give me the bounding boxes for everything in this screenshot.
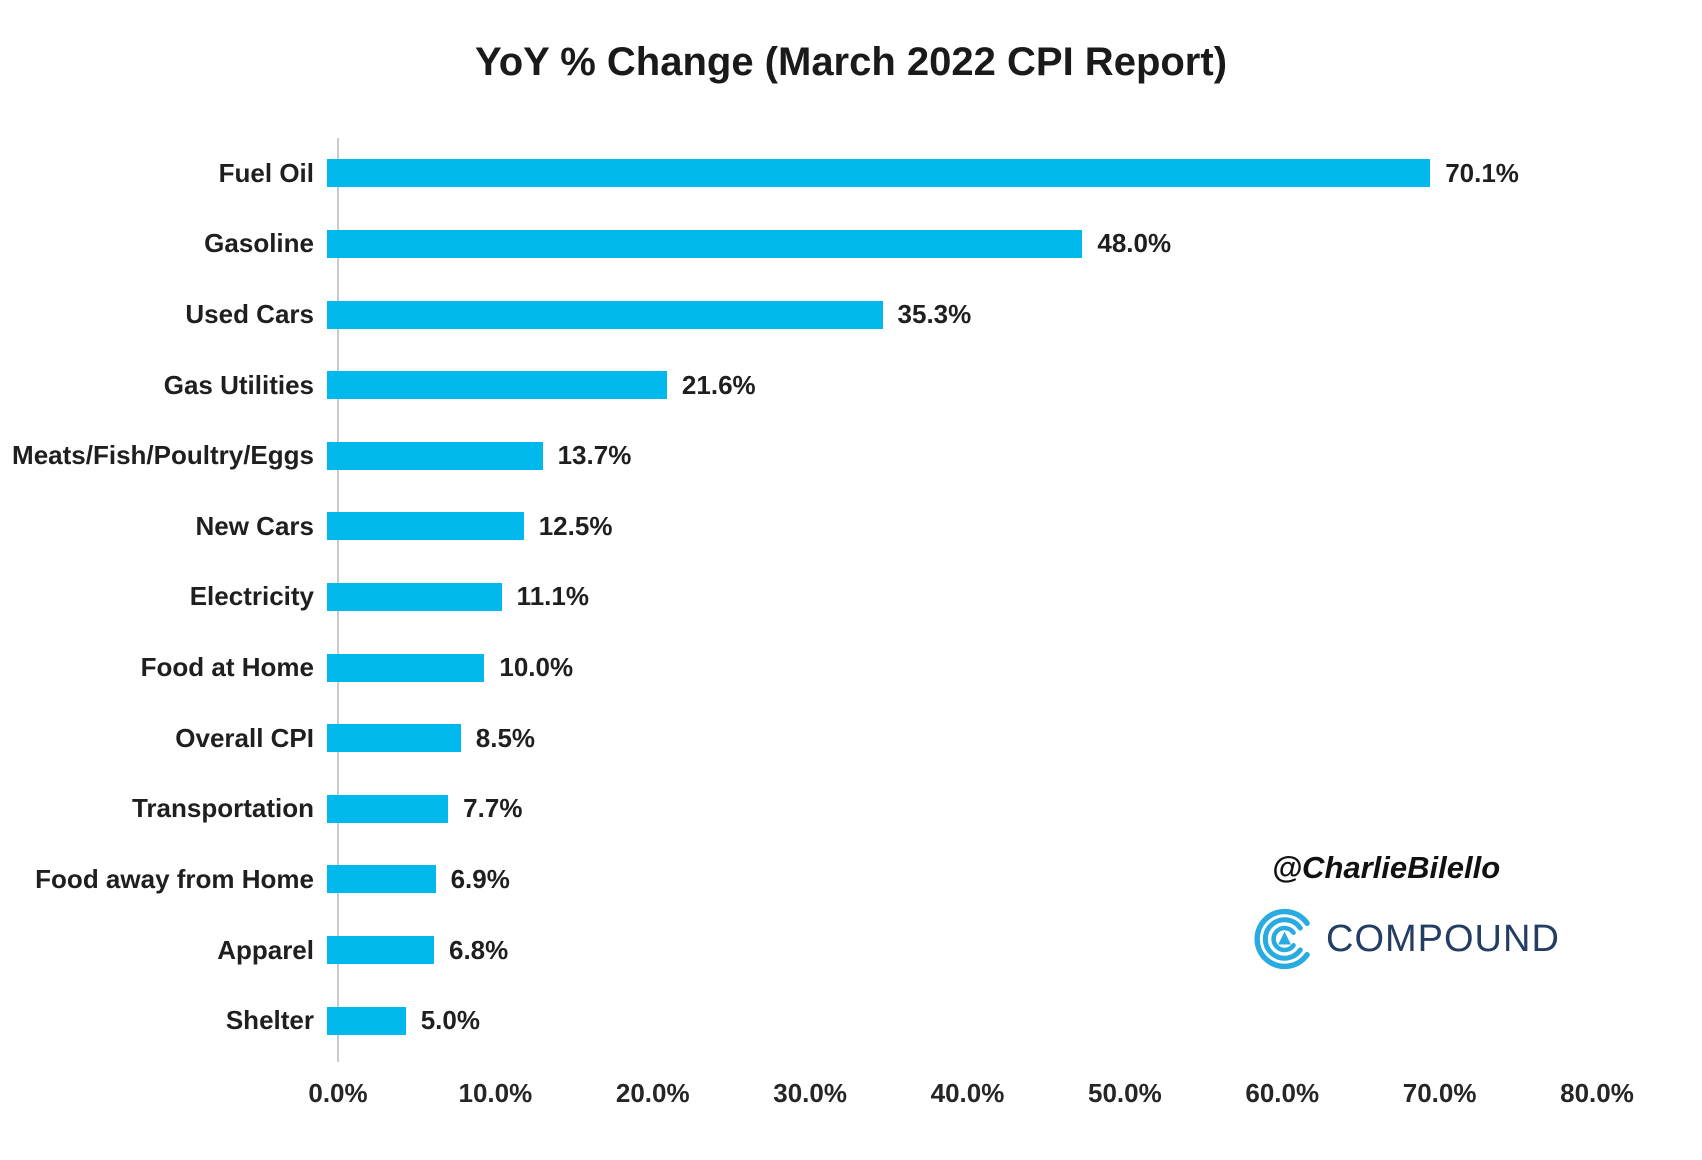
bar (327, 229, 1083, 258)
bar (327, 441, 543, 470)
value-label: 13.7% (557, 440, 632, 471)
value-label: 11.1% (516, 581, 589, 612)
value-label: 21.6% (681, 369, 756, 400)
x-tick-label: 50.0% (1088, 1078, 1162, 1108)
category-label: Gas Utilities (163, 369, 314, 400)
category-label: Transportation (131, 793, 314, 824)
bar-zone: 12.5% (326, 491, 1702, 562)
value-label: 35.3% (897, 299, 972, 330)
bar-zone: 70.1% (326, 138, 1702, 209)
x-tick-label: 60.0% (1245, 1078, 1320, 1108)
value-label: 5.0% (420, 1005, 480, 1036)
x-tick-label: 80.0% (1560, 1078, 1634, 1108)
value-label: 6.8% (449, 934, 509, 965)
x-tick-label: 40.0% (930, 1078, 1005, 1108)
value-label: 6.9% (450, 863, 510, 894)
bar-row: Apparel 6.8% (0, 915, 1702, 986)
bar-zone: 6.8% (326, 915, 1702, 986)
author-watermark: @CharlieBilello (1271, 850, 1501, 885)
bar-row: Meats/Fish/Poultry/Eggs 13.7% (0, 420, 1702, 491)
value-label: 7.7% (463, 793, 523, 824)
bar (327, 794, 449, 823)
x-tick-label: 10.0% (458, 1078, 533, 1108)
bar (327, 582, 502, 611)
bar (327, 724, 461, 753)
bar-zone: 5.0% (326, 985, 1702, 1056)
bar-zone: 11.1% (326, 562, 1702, 633)
value-label: 10.0% (499, 652, 574, 683)
bar-row: Food away from Home 6.9% (0, 844, 1702, 915)
category-label: Used Cars (185, 299, 314, 330)
bar-row: Electricity 11.1% (0, 562, 1702, 633)
bar (327, 371, 667, 400)
bar-zone: 6.9% (326, 844, 1702, 915)
bar-zone: 7.7% (326, 773, 1702, 844)
bar-row: Gas Utilities 21.6% (0, 350, 1702, 421)
category-label: Electricity (189, 581, 314, 612)
value-label: 12.5% (538, 510, 613, 541)
bar-zone: 35.3% (326, 279, 1702, 350)
category-label: Shelter (225, 1005, 314, 1036)
bar (327, 865, 436, 894)
x-tick-label: 70.0% (1402, 1078, 1477, 1108)
compound-logo-text: COMPOUND (1326, 917, 1560, 960)
bar-row: New Cars 12.5% (0, 491, 1702, 562)
bar-row: Gasoline 48.0% (0, 209, 1702, 280)
bar-row: Fuel Oil 70.1% (0, 138, 1702, 209)
bar-zone: 48.0% (326, 209, 1702, 280)
bar (327, 159, 1431, 188)
bar (327, 1006, 406, 1035)
bar-row: Overall CPI 8.5% (0, 703, 1702, 774)
category-label: Apparel (217, 934, 314, 965)
category-label: Meats/Fish/Poultry/Eggs (12, 440, 314, 471)
category-label: Fuel Oil (218, 157, 314, 188)
chart-title: YoY % Change (March 2022 CPI Report) (474, 40, 1228, 84)
bar-row: Shelter 5.0% (0, 985, 1702, 1056)
x-tick-label: 20.0% (615, 1078, 690, 1108)
value-label: 8.5% (475, 722, 536, 753)
bar (327, 653, 485, 682)
bar (327, 300, 883, 329)
bar-row: Food at Home 10.0% (0, 632, 1702, 703)
x-tick-label: 30.0% (773, 1078, 847, 1108)
x-tick-label: 0.0% (308, 1078, 368, 1108)
category-label: Food at Home (140, 652, 314, 683)
bar-row: Used Cars 35.3% (0, 279, 1702, 350)
compound-arcs-icon (1248, 900, 1312, 978)
bar-zone: 21.6% (326, 350, 1702, 421)
value-label: 70.1% (1445, 157, 1519, 188)
compound-logo: COMPOUND (1248, 900, 1560, 978)
bar-row: Transportation 7.7% (0, 773, 1702, 844)
category-label: Food away from Home (35, 863, 314, 894)
category-label: New Cars (195, 510, 315, 541)
value-label: 48.0% (1097, 228, 1172, 259)
bar (327, 512, 524, 541)
bar (327, 936, 434, 964)
bar-zone: 10.0% (326, 632, 1702, 703)
x-axis: 0.0% 10.0% 20.0% 30.0% 40.0% 50.0% 60.0% 70.0% 8… (308, 1078, 1634, 1118)
logo-triangle (1278, 931, 1291, 945)
category-label: Gasoline (204, 228, 314, 259)
bar-zone: 8.5% (326, 703, 1702, 774)
bar-zone: 13.7% (326, 420, 1702, 491)
bar-rows: Fuel Oil 70.1% Gasoline 48.0% Used Cars 35.3%… (0, 138, 1702, 1056)
category-label: Overall CPI (175, 722, 314, 753)
